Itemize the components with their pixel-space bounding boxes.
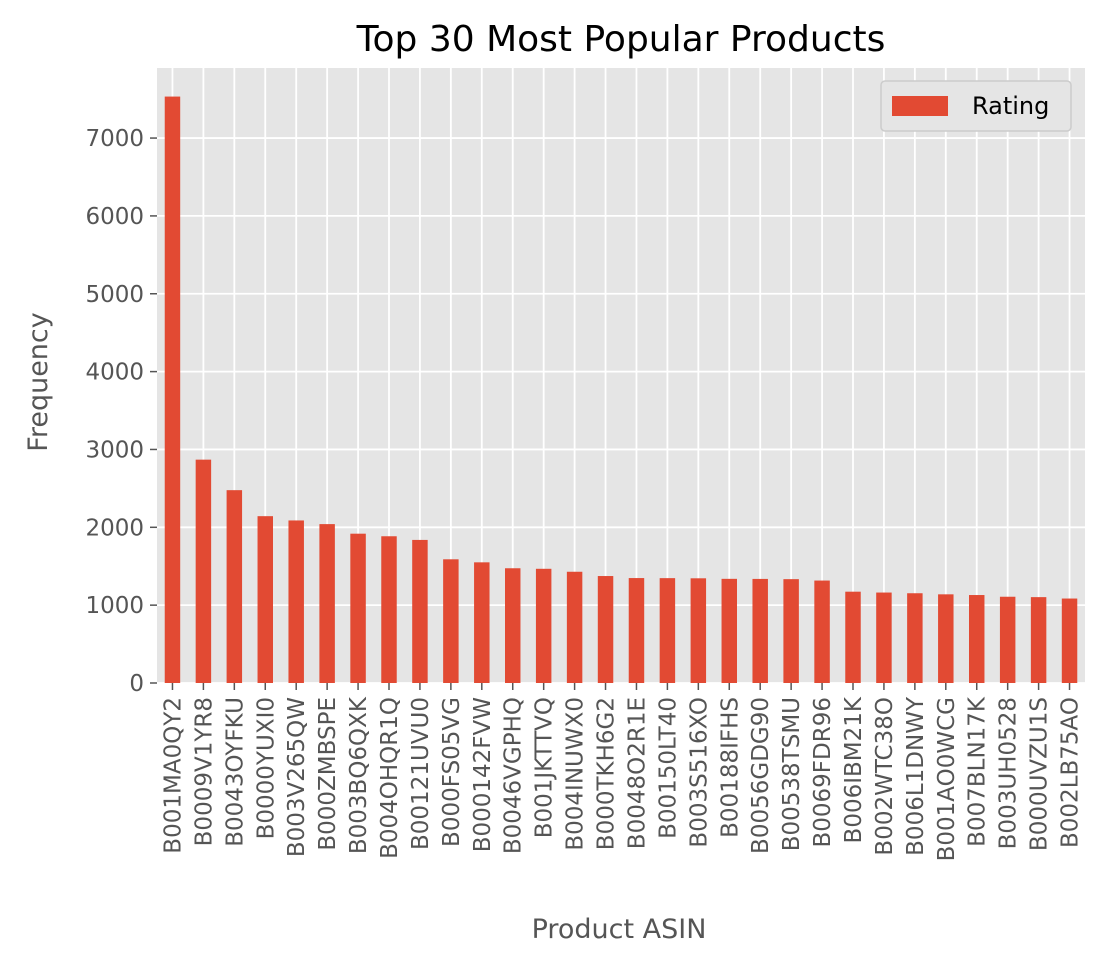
x-tick-label: B000142FVW (470, 697, 496, 852)
x-tick-label: B0046VGPHQ (501, 697, 527, 854)
x-tick-label: B000UVZU1S (1027, 697, 1053, 851)
x-axis-label: Product ASIN (532, 914, 707, 945)
x-tick-label: B001AO0WCG (934, 697, 960, 861)
bar (814, 580, 830, 683)
x-tick-label: B006IBM21K (841, 696, 867, 843)
legend-swatch (892, 96, 948, 116)
bar (474, 562, 490, 683)
y-tick-label: 3000 (85, 437, 144, 463)
bar (659, 578, 676, 683)
bar (907, 593, 923, 683)
bar (628, 578, 645, 683)
y-tick-label: 2000 (85, 515, 144, 541)
bars (164, 96, 1078, 683)
bar (350, 533, 366, 683)
legend: Rating (880, 80, 1072, 132)
x-tick-label: B00188IFHS (717, 697, 743, 838)
y-axis-ticks: 0 1000 2000 3000 4000 5000 6000 7000 (85, 126, 157, 697)
x-tick-label: B00121UVU0 (408, 697, 434, 850)
legend-label: Rating (972, 92, 1049, 120)
bar (845, 591, 861, 683)
y-tick-label: 0 (129, 671, 144, 697)
bar (505, 568, 521, 683)
x-tick-label: B003V265QW (284, 697, 310, 857)
legend-frame (880, 80, 1072, 132)
x-tick-label: B007BLN17K (965, 696, 991, 847)
x-tick-label: B001JKTTVQ (532, 697, 558, 838)
x-tick-label: B00150LT40 (655, 697, 681, 839)
x-tick-label: B004INUWX0 (563, 697, 589, 851)
x-tick-label: B002WTC38O (872, 697, 898, 856)
x-tick-label: B0069FDR96 (810, 697, 836, 848)
chart-title: Top 30 Most Popular Products (356, 19, 886, 60)
x-tick-label: B000TKH6G2 (594, 697, 620, 850)
bar (412, 539, 428, 683)
x-tick-label: B003S516XO (686, 697, 712, 848)
bar (938, 594, 954, 683)
bar (999, 596, 1016, 683)
x-tick-label: B003UH0528 (996, 697, 1022, 849)
bar (288, 520, 304, 683)
x-tick-label: B002LB75AO (1058, 697, 1084, 848)
bar (319, 524, 335, 683)
bar (876, 592, 892, 683)
bar (721, 578, 737, 683)
y-tick-label: 7000 (85, 126, 144, 152)
bar (783, 579, 799, 683)
bar (1061, 598, 1078, 683)
bar (535, 568, 552, 683)
y-axis-label: Frequency (23, 312, 54, 452)
y-tick-label: 6000 (85, 204, 144, 230)
x-tick-label: B0000YUXI0 (253, 697, 279, 839)
bar (969, 595, 985, 683)
y-tick-label: 4000 (85, 360, 144, 386)
x-tick-label: B006L1DNWY (903, 696, 929, 856)
bar (226, 490, 243, 683)
bar (752, 578, 768, 683)
plot-background (157, 68, 1085, 683)
x-tick-label: B001MA0QY2 (160, 697, 186, 854)
x-tick-label: B000FS05VG (439, 697, 465, 847)
bar (381, 536, 397, 683)
x-tick-label: B00538TSMU (779, 697, 805, 851)
bar (195, 459, 212, 683)
y-tick-label: 1000 (85, 593, 144, 619)
bar (257, 516, 273, 683)
x-tick-label: B0009V1YR8 (191, 697, 217, 846)
x-tick-label: B0043OYFKU (222, 697, 248, 847)
bar (597, 576, 614, 683)
y-tick-label: 5000 (85, 282, 144, 308)
x-axis-ticks: B001MA0QY2 B0009V1YR8 B0043OYFKU B0000YUXI0… (160, 683, 1084, 861)
x-tick-label: B0048O2R1E (624, 697, 650, 849)
bar (164, 96, 181, 683)
bar (443, 559, 459, 683)
x-tick-label: B003BQ6QXK (346, 696, 372, 854)
x-tick-label: B004OHQR1Q (377, 697, 403, 859)
bar (566, 571, 583, 683)
bar (1030, 597, 1047, 683)
x-tick-label: B000ZMBSPE (315, 697, 341, 851)
x-tick-label: B0056GDG90 (748, 697, 774, 854)
bar (690, 578, 707, 683)
